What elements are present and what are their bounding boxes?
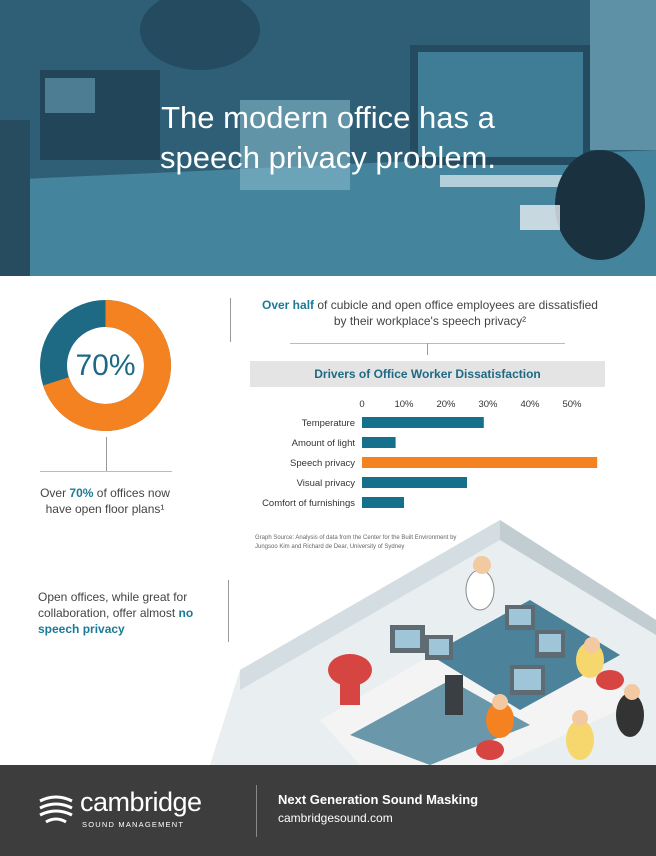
donut-connector-line xyxy=(106,437,107,471)
hero-title-line-2: speech privacy problem. xyxy=(160,140,496,175)
office-photo-illustration xyxy=(0,0,656,276)
bar xyxy=(362,477,467,488)
bar xyxy=(362,497,404,508)
open-office-bold: no speech privacy xyxy=(38,606,194,636)
x-tick-label: 0 xyxy=(359,399,364,410)
open-office-text: Open offices, while great for collaborat… xyxy=(38,590,188,620)
source-line-2: Jungsoo Kim and Richard de Dear, Univers… xyxy=(255,544,405,550)
category-label: Comfort of furnishings xyxy=(262,498,355,509)
cambridge-logo-icon xyxy=(39,795,73,824)
footer: cambridge SOUND MANAGEMENT Next Generati… xyxy=(0,765,656,856)
open-office-note: Open offices, while great for collaborat… xyxy=(38,589,208,637)
x-tick-label: 50% xyxy=(562,399,582,410)
headline-rest: of cubicle and open office employees are… xyxy=(314,298,598,312)
hero-title-line-1: The modern office has a xyxy=(161,100,495,135)
logo-wordmark: cambridge xyxy=(80,787,202,817)
category-label: Temperature xyxy=(302,418,355,429)
bar xyxy=(362,457,598,468)
x-tick-label: 20% xyxy=(436,399,456,410)
bar xyxy=(362,437,396,448)
footer-divider xyxy=(256,785,257,837)
hero-title: The modern office has a speech privacy p… xyxy=(0,98,656,178)
source-line-1: Graph Source: Analysis of data from the … xyxy=(255,535,457,541)
graph-source: Graph Source: Analysis of data from the … xyxy=(255,534,475,552)
donut-chart: 70% xyxy=(38,298,173,433)
donut-percent-label: 70% xyxy=(75,349,136,382)
logo-subtitle: SOUND MANAGEMENT xyxy=(82,820,185,829)
open-plan-stat-caption: Over 70% of offices now have open floor … xyxy=(30,485,180,517)
bar-chart: 0 10% 20% 30% 40% 50% Temperature Amount of lig… xyxy=(262,399,598,509)
open-office-divider xyxy=(228,580,229,642)
footer-tagline: Next Generation Sound Masking xyxy=(278,792,479,807)
column-divider xyxy=(230,298,231,342)
hero-photo: The modern office has a speech privacy p… xyxy=(0,0,656,276)
office-cubicle-illustration xyxy=(210,520,656,765)
caption-line-2: have open floor plans¹ xyxy=(45,502,165,516)
footer-website-link[interactable]: cambridgesound.com xyxy=(278,811,393,825)
dissatisfaction-headline: Over half of cubicle and open office emp… xyxy=(255,297,605,329)
category-label: Amount of light xyxy=(292,438,356,449)
caption-post: of offices now xyxy=(93,486,170,500)
x-tick-label: 40% xyxy=(520,399,540,410)
headline-bold: Over half xyxy=(262,298,315,312)
donut-open-plan-arc xyxy=(40,300,171,431)
caption-bold: 70% xyxy=(69,486,94,500)
donut-divider xyxy=(40,471,172,472)
x-tick-label: 30% xyxy=(478,399,498,410)
category-label: Speech privacy xyxy=(290,458,355,469)
category-label: Visual privacy xyxy=(297,478,356,489)
x-tick-label: 10% xyxy=(394,399,414,410)
donut-graphic xyxy=(40,300,171,431)
chart-title: Drivers of Office Worker Dissatisfaction xyxy=(250,361,605,387)
headline-line-2: by their workplace's speech privacy² xyxy=(333,314,527,328)
headline-connector xyxy=(427,343,428,355)
bar xyxy=(362,417,484,428)
caption-pre: Over xyxy=(40,486,70,500)
